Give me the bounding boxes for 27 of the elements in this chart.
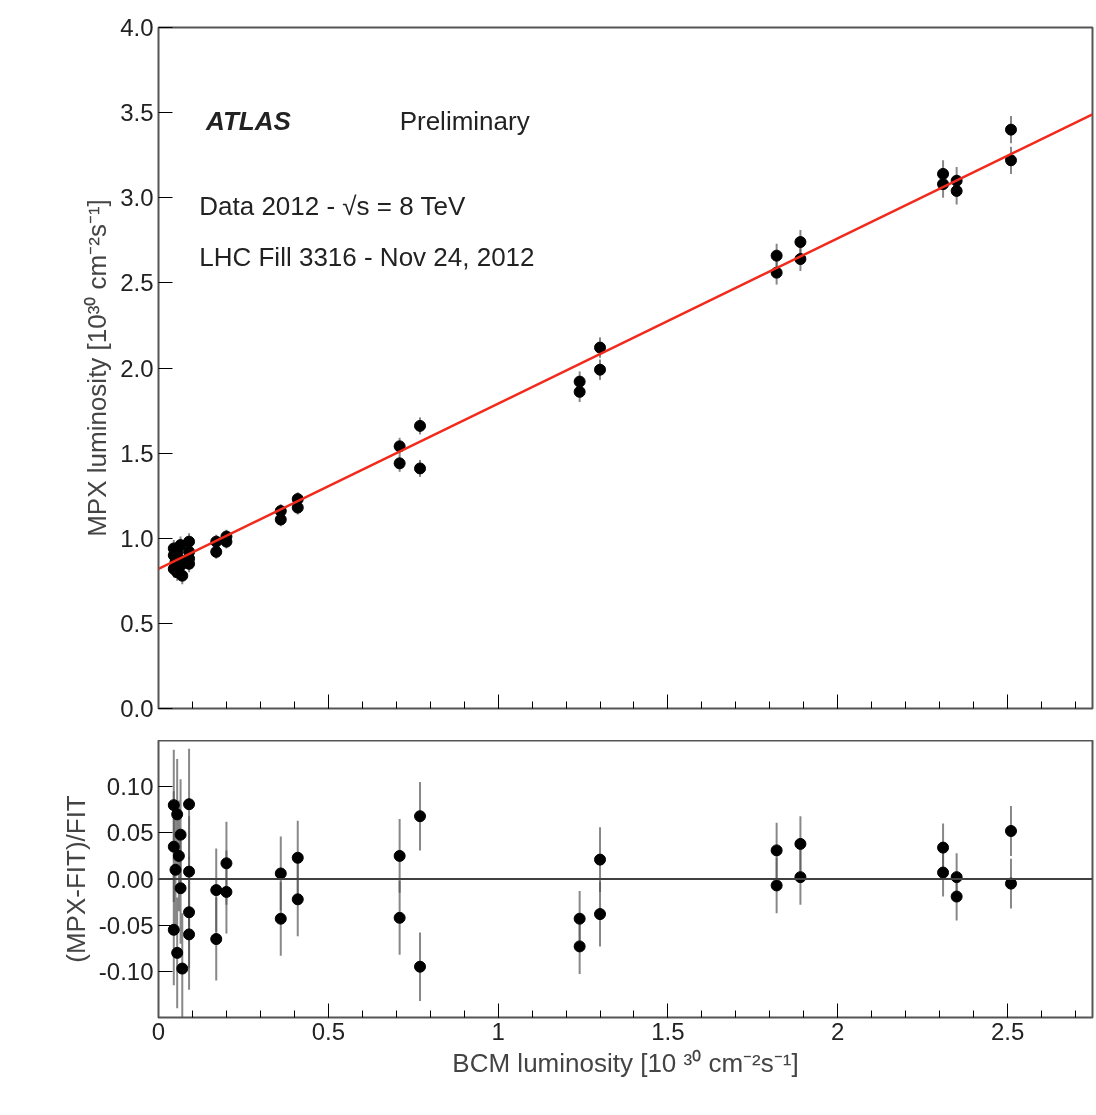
y-tick-label: 1.0 (120, 524, 154, 552)
y-tick-label: 2.0 (120, 354, 154, 382)
y-axis-title: (MPX-FIT)/FIT (60, 795, 91, 963)
x-tick-label: 2 (831, 1017, 845, 1045)
y-tick-label: 2.5 (120, 269, 154, 297)
x-tick-label: 1 (491, 1017, 505, 1045)
x-tick-label: 2.5 (990, 1017, 1025, 1045)
y-tick-label: 0.10 (106, 773, 154, 801)
x-axis-title: BCM luminosity [10 ³⁰ cm⁻²s⁻¹] (452, 1047, 799, 1078)
annotation: Preliminary (399, 106, 530, 137)
y-tick-label: 1.5 (120, 439, 154, 467)
annotation: Data 2012 - √s = 8 TeV (199, 191, 466, 222)
y-tick-label: -0.10 (98, 957, 154, 985)
y-tick-label: 0.00 (106, 865, 154, 893)
annotation: LHC Fill 3316 - Nov 24, 2012 (199, 242, 535, 273)
y-tick-label: 3.0 (120, 184, 154, 212)
y-tick-label: -0.05 (98, 911, 154, 939)
y-tick-label: 0.5 (120, 609, 154, 637)
annotation: ATLAS (205, 106, 292, 137)
y-axis-title: MPX luminosity [10³⁰ cm⁻²s⁻¹] (82, 199, 113, 537)
x-tick-label: 1.5 (651, 1017, 685, 1045)
y-tick-label: 0.05 (106, 819, 154, 847)
y-tick-label: 3.5 (120, 99, 154, 127)
y-tick-label: 4.0 (120, 14, 154, 41)
x-tick-label: 0 (151, 1017, 166, 1045)
y-tick-label: 0.0 (120, 695, 154, 722)
x-tick-label: 0.5 (311, 1017, 346, 1045)
